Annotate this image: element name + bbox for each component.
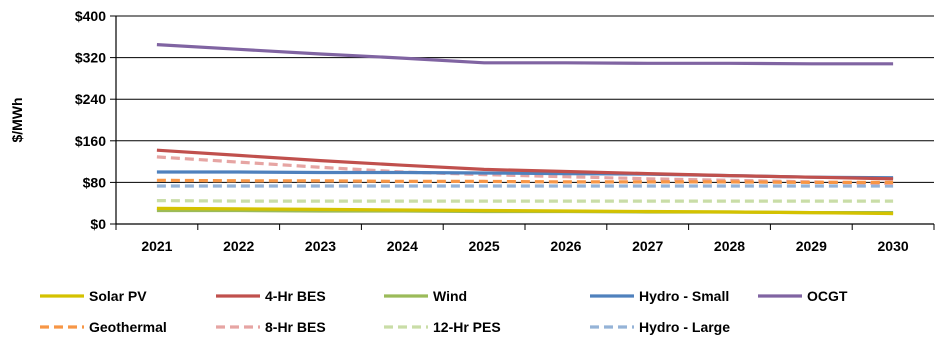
- series-line-ocgt: [156, 43, 894, 66]
- y-tick-label: $320: [75, 50, 106, 66]
- y-tick-label: $0: [90, 216, 106, 232]
- legend-label-geothermal: Geothermal: [89, 319, 167, 335]
- series-line-8-hr-bes: [156, 155, 894, 185]
- y-tick-label: $80: [83, 174, 107, 190]
- x-tick-label: 2025: [469, 238, 500, 254]
- legend-label-hydro-large: Hydro - Large: [639, 319, 730, 335]
- x-tick-label: 2027: [632, 238, 663, 254]
- x-tick-label: 2021: [141, 238, 172, 254]
- series-line-4-hr-bes: [156, 148, 894, 181]
- y-axis-tick-labels: $0 $80 $160 $240 $320 $400: [75, 8, 106, 232]
- legend: Solar PV 4-Hr BES Wind Hydro - Small OCGT Geo…: [40, 288, 848, 335]
- legend-label-4-hr-bes: 4-Hr BES: [265, 288, 326, 304]
- legend-label-hydro-small: Hydro - Small: [639, 288, 729, 304]
- x-tick-label: 2029: [796, 238, 827, 254]
- series-line-solar-pv: [156, 206, 894, 216]
- series-line-geothermal: [156, 178, 894, 184]
- series-lines: [156, 43, 894, 216]
- legend-label-8-hr-bes: 8-Hr BES: [265, 319, 326, 335]
- y-axis-title: $/MWh: [9, 97, 25, 142]
- x-tick-label: 2023: [305, 238, 336, 254]
- x-tick-label: 2024: [387, 238, 418, 254]
- x-tick-label: 2028: [714, 238, 745, 254]
- axes: [115, 16, 935, 230]
- legend-label-wind: Wind: [433, 288, 467, 304]
- x-axis-tick-labels: 2021 2022 2023 2024 2025 2026 2027 2028 2029 2030: [141, 238, 909, 254]
- x-tick-label: 2030: [878, 238, 909, 254]
- legend-label-12-hr-pes: 12-Hr PES: [433, 319, 501, 335]
- series-line-12-hr-pes: [156, 199, 894, 203]
- legend-label-solar-pv: Solar PV: [89, 288, 147, 304]
- x-tick-label: 2022: [223, 238, 254, 254]
- x-tick-label: 2026: [550, 238, 581, 254]
- y-tick-label: $160: [75, 133, 106, 149]
- legend-label-ocgt: OCGT: [807, 288, 848, 304]
- grid: [110, 15, 934, 225]
- y-tick-label: $400: [75, 8, 106, 24]
- y-tick-label: $240: [75, 91, 106, 107]
